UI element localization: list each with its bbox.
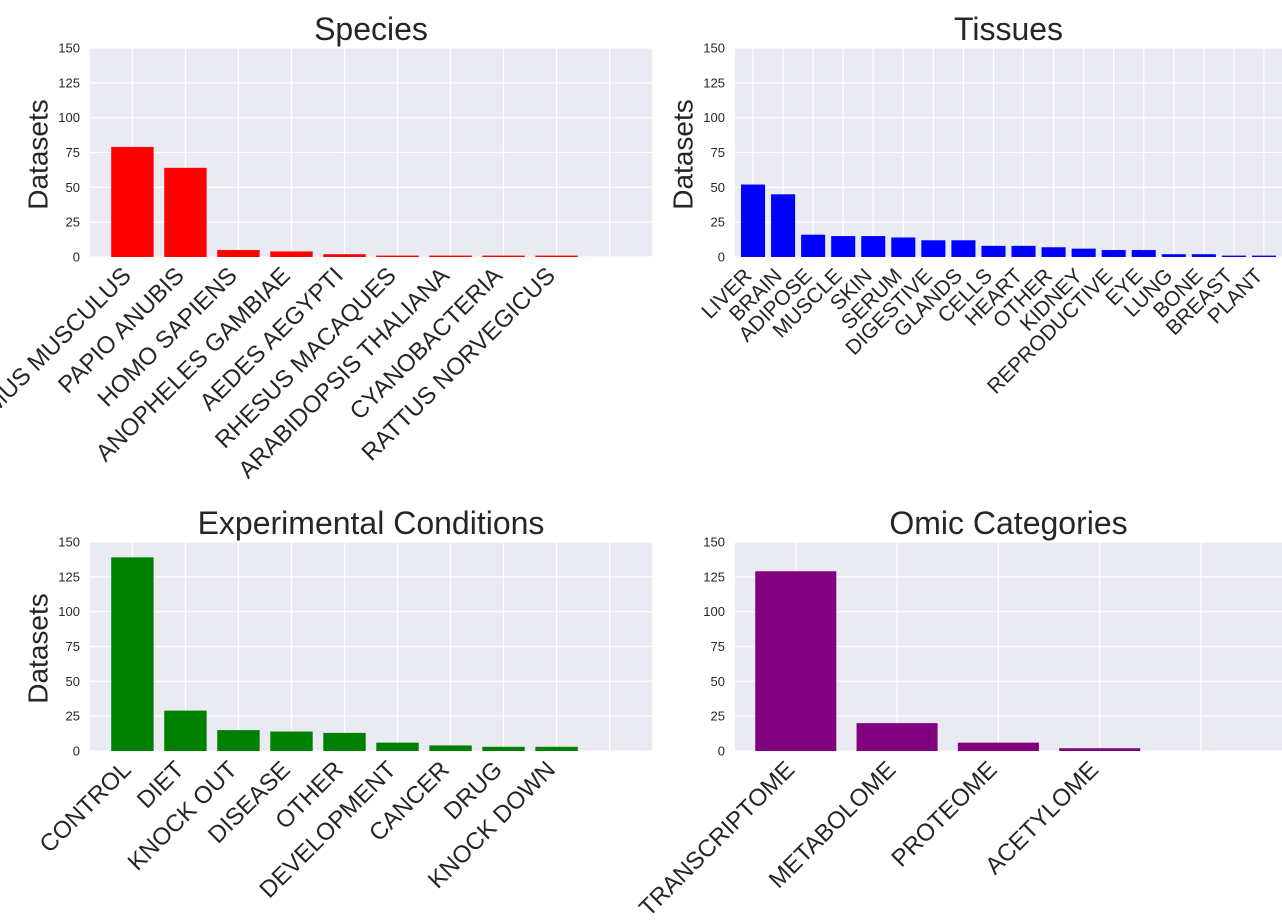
y-tick-label: 0: [73, 250, 80, 265]
bar-cyanobacteria: [482, 255, 525, 257]
y-tick-label: 25: [66, 709, 80, 724]
bar-development: [376, 742, 419, 751]
chart-title: Species: [314, 11, 428, 47]
y-tick-label: 100: [703, 110, 725, 125]
bar-papio-anubis: [164, 167, 207, 257]
y-tick-label: 125: [58, 569, 80, 584]
bar-rattus-norvegicus: [535, 255, 578, 257]
bar-other: [323, 732, 366, 751]
bar-metabolome: [856, 723, 938, 751]
bar-homo-sapiens: [217, 250, 260, 257]
y-axis-label: Datasets: [23, 99, 54, 210]
bar-transcriptome: [755, 571, 837, 751]
bar-drug: [482, 746, 525, 751]
bar-adipose: [801, 234, 826, 257]
y-tick-label: 0: [718, 744, 725, 759]
y-tick-label: 0: [718, 250, 725, 265]
bar-knock-out: [217, 730, 260, 751]
y-tick-label: 50: [66, 674, 80, 689]
y-tick-label: 125: [58, 75, 80, 90]
bar-mus-musculus: [111, 146, 154, 257]
y-tick-label: 0: [73, 744, 80, 759]
bar-breast: [1221, 255, 1246, 257]
y-tick-label: 150: [58, 41, 80, 56]
bar-cancer: [429, 745, 472, 751]
y-tick-label: 75: [66, 145, 80, 160]
y-tick-label: 25: [711, 215, 725, 230]
bar-arabidopsis-thaliana: [429, 255, 472, 257]
bar-digestive: [921, 240, 946, 257]
bar-aedes-aegypti: [323, 254, 366, 257]
y-tick-label: 75: [711, 639, 725, 654]
y-tick-label: 100: [58, 604, 80, 619]
bar-skin: [861, 236, 886, 257]
bar-reproductive: [1101, 250, 1126, 257]
y-tick-label: 75: [66, 639, 80, 654]
bar-glands: [951, 240, 976, 257]
bar-other: [1041, 247, 1066, 257]
panel-omic-categories: 0255075100125150TRANSCRIPTOMEMETABOLOMEP…: [634, 505, 1282, 920]
y-tick-label: 150: [58, 535, 80, 550]
bar-anopheles-gambiae: [270, 251, 313, 257]
y-tick-label: 75: [711, 145, 725, 160]
y-axis-label: Datasets: [668, 99, 699, 210]
y-tick-label: 150: [703, 41, 725, 56]
panel-tissues: 0255075100125150LIVERBRAINADIPOSEMUSCLES…: [668, 11, 1282, 399]
y-tick-label: 50: [711, 674, 725, 689]
y-tick-label: 100: [58, 110, 80, 125]
bar-proteome: [957, 742, 1039, 751]
x-tick-label: TRANSCRIPTOME: [634, 756, 800, 920]
y-tick-label: 25: [66, 215, 80, 230]
bar-rhesus-macaques: [376, 255, 419, 257]
bar-brain: [771, 194, 796, 257]
y-tick-label: 50: [66, 180, 80, 195]
chart-title: Experimental Conditions: [198, 505, 545, 541]
chart-title: Omic Categories: [889, 505, 1127, 541]
bar-kidney: [1071, 248, 1096, 257]
bar-eye: [1131, 250, 1156, 257]
bar-cells: [981, 245, 1006, 257]
bar-lung: [1161, 254, 1186, 257]
bar-liver: [741, 184, 766, 257]
bar-plant: [1251, 255, 1276, 257]
bar-serum: [891, 237, 916, 257]
bar-muscle: [831, 236, 856, 257]
y-tick-label: 125: [703, 569, 725, 584]
bar-acetylome: [1059, 748, 1141, 751]
bar-heart: [1011, 245, 1036, 257]
bar-diet: [164, 710, 207, 751]
y-tick-label: 150: [703, 535, 725, 550]
y-tick-label: 100: [703, 604, 725, 619]
bar-bone: [1191, 254, 1216, 257]
y-tick-label: 50: [711, 180, 725, 195]
y-axis-label: Datasets: [23, 593, 54, 704]
x-tick-label: CONTROL: [35, 756, 137, 858]
y-tick-label: 25: [711, 709, 725, 724]
y-tick-label: 125: [703, 75, 725, 90]
bar-knock-down: [535, 746, 578, 751]
bar-control: [111, 557, 154, 751]
chart-title: Tissues: [954, 11, 1063, 47]
bar-disease: [270, 731, 313, 751]
